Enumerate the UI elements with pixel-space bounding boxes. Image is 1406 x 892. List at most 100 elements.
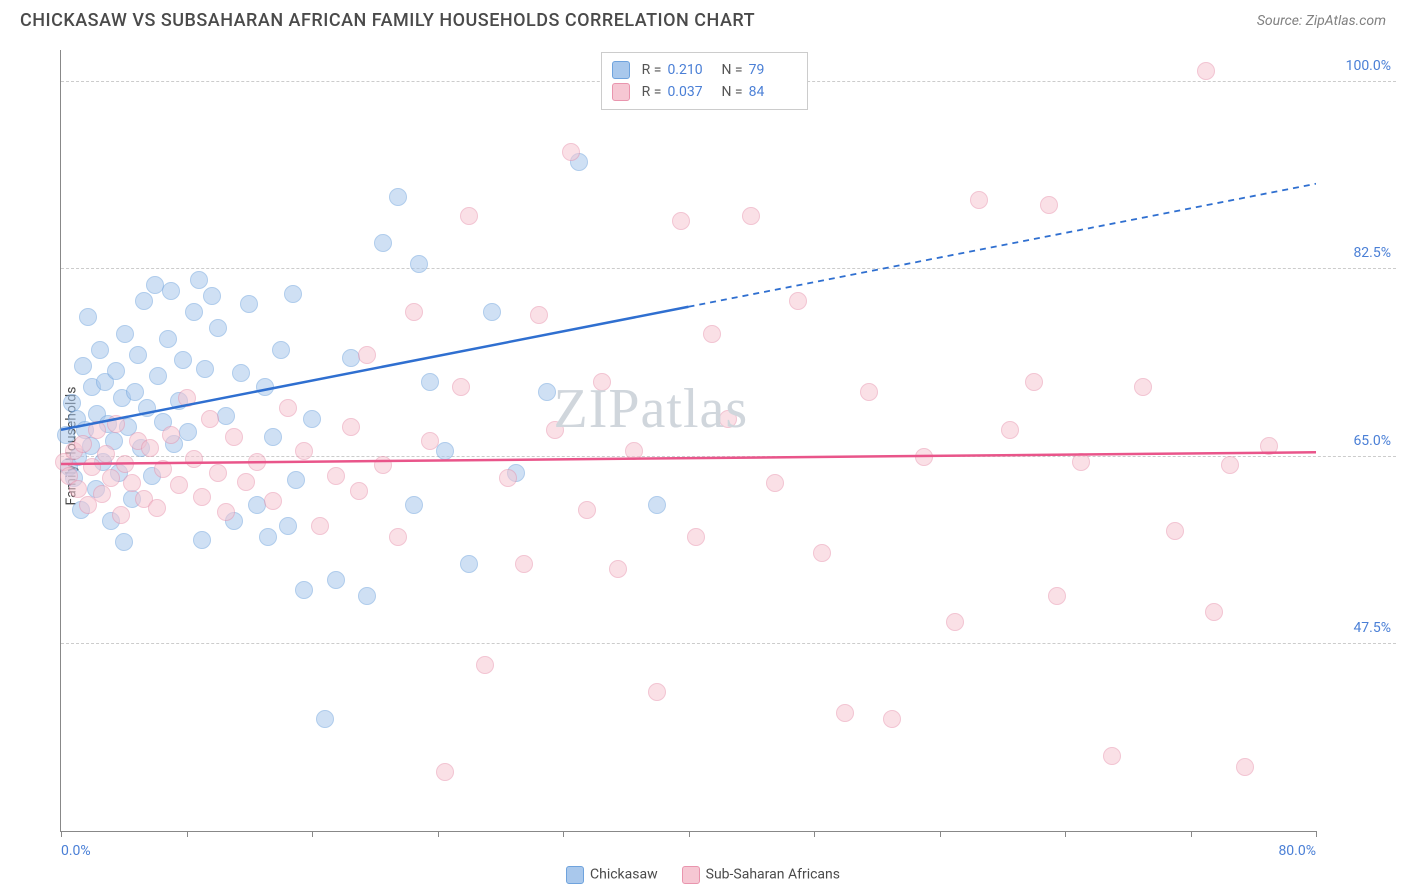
x-tick-label: 80.0% xyxy=(1278,843,1316,859)
source-prefix: Source: xyxy=(1257,13,1306,29)
scatter-point xyxy=(1260,437,1278,455)
chart-area: Family Households ZIPatlas R = 0.210N = … xyxy=(50,50,1396,842)
scatter-point xyxy=(1205,603,1223,621)
source-name: ZipAtlas.com xyxy=(1306,13,1386,29)
legend-swatch xyxy=(612,83,630,101)
scatter-point xyxy=(1040,196,1058,214)
scatter-point xyxy=(141,439,159,457)
scatter-point xyxy=(883,710,901,728)
scatter-point xyxy=(1236,758,1254,776)
plot-region: ZIPatlas R = 0.210N = 79R = 0.037N = 84 … xyxy=(60,50,1316,832)
scatter-point xyxy=(358,346,376,364)
legend-r-label: R = xyxy=(642,84,662,100)
scatter-point xyxy=(499,469,517,487)
x-tick-mark xyxy=(312,831,313,837)
scatter-point xyxy=(201,410,219,428)
x-tick-mark xyxy=(438,831,439,837)
scatter-point xyxy=(946,613,964,631)
legend-r-value: 0.210 xyxy=(667,62,715,78)
scatter-point xyxy=(185,450,203,468)
scatter-point xyxy=(789,292,807,310)
scatter-point xyxy=(135,292,153,310)
scatter-point xyxy=(159,330,177,348)
scatter-point xyxy=(410,255,428,273)
scatter-point xyxy=(1072,453,1090,471)
x-tick-label: 0.0% xyxy=(61,843,91,859)
scatter-point xyxy=(209,319,227,337)
series-legend: ChickasawSub-Saharan Africans xyxy=(566,866,840,884)
x-tick-mark xyxy=(689,831,690,837)
scatter-point xyxy=(860,383,878,401)
scatter-point xyxy=(421,373,439,391)
x-tick-mark xyxy=(1191,831,1192,837)
scatter-point xyxy=(115,533,133,551)
chart-title: CHICKASAW VS SUBSAHARAN AFRICAN FAMILY H… xyxy=(20,10,755,31)
scatter-point xyxy=(327,571,345,589)
scatter-point xyxy=(421,432,439,450)
scatter-point xyxy=(1134,378,1152,396)
chart-header: CHICKASAW VS SUBSAHARAN AFRICAN FAMILY H… xyxy=(0,0,1406,31)
gridline xyxy=(61,268,1396,269)
scatter-point xyxy=(256,378,274,396)
scatter-point xyxy=(719,410,737,428)
scatter-point xyxy=(203,287,221,305)
scatter-point xyxy=(295,442,313,460)
scatter-point xyxy=(179,423,197,441)
x-tick-mark xyxy=(563,831,564,837)
scatter-point xyxy=(97,445,115,463)
scatter-point xyxy=(742,207,760,225)
legend-swatch xyxy=(612,61,630,79)
scatter-point xyxy=(405,303,423,321)
scatter-point xyxy=(69,480,87,498)
y-tick-label: 82.5% xyxy=(1353,245,1391,261)
scatter-point xyxy=(193,531,211,549)
x-tick-mark xyxy=(61,831,62,837)
scatter-point xyxy=(295,581,313,599)
scatter-point xyxy=(279,399,297,417)
scatter-point xyxy=(264,492,282,510)
scatter-point xyxy=(593,373,611,391)
scatter-point xyxy=(126,383,144,401)
scatter-point xyxy=(93,485,111,503)
scatter-point xyxy=(154,460,172,478)
scatter-point xyxy=(116,325,134,343)
scatter-point xyxy=(515,555,533,573)
scatter-point xyxy=(687,528,705,546)
scatter-point xyxy=(1197,62,1215,80)
scatter-point xyxy=(170,476,188,494)
legend-item: Sub-Saharan Africans xyxy=(682,866,840,884)
scatter-point xyxy=(259,528,277,546)
scatter-point xyxy=(538,383,556,401)
scatter-point xyxy=(546,421,564,439)
scatter-point xyxy=(405,496,423,514)
scatter-point xyxy=(88,421,106,439)
scatter-point xyxy=(1025,373,1043,391)
scatter-point xyxy=(1103,747,1121,765)
scatter-point xyxy=(316,710,334,728)
legend-label: Sub-Saharan Africans xyxy=(706,867,840,883)
scatter-point xyxy=(374,456,392,474)
legend-n-value: 79 xyxy=(749,62,797,78)
scatter-point xyxy=(483,303,501,321)
legend-row: R = 0.210N = 79 xyxy=(612,59,797,81)
scatter-point xyxy=(107,415,125,433)
legend-r-label: R = xyxy=(642,62,662,78)
scatter-point xyxy=(129,346,147,364)
y-tick-label: 47.5% xyxy=(1353,620,1391,636)
scatter-point xyxy=(350,482,368,500)
scatter-point xyxy=(389,188,407,206)
scatter-point xyxy=(217,503,235,521)
scatter-point xyxy=(625,442,643,460)
legend-n-label: N = xyxy=(721,84,742,100)
scatter-point xyxy=(74,435,92,453)
scatter-point xyxy=(389,528,407,546)
scatter-point xyxy=(190,271,208,289)
scatter-point xyxy=(1048,587,1066,605)
x-tick-mark xyxy=(940,831,941,837)
scatter-point xyxy=(813,544,831,562)
scatter-point xyxy=(185,303,203,321)
scatter-point xyxy=(1001,421,1019,439)
scatter-point xyxy=(193,488,211,506)
scatter-point xyxy=(703,325,721,343)
scatter-point xyxy=(436,763,454,781)
